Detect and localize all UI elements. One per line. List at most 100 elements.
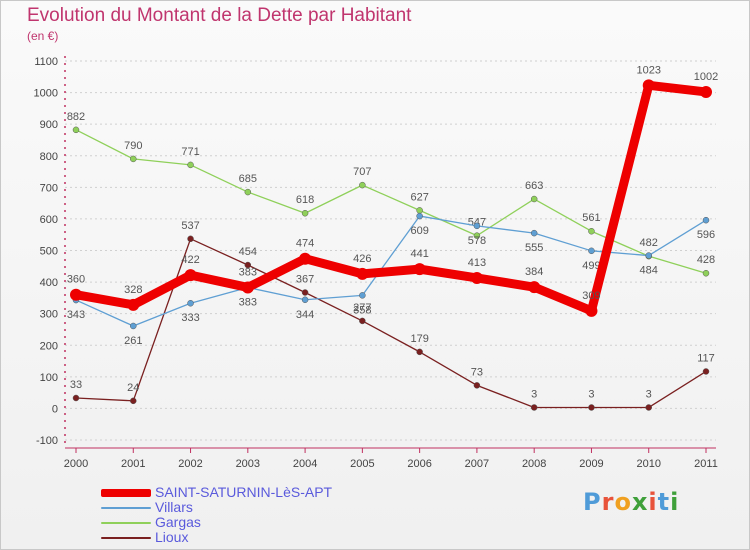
data-point <box>702 269 710 277</box>
data-label: 261 <box>124 335 142 347</box>
data-label: 618 <box>296 194 314 206</box>
y-tick-label: 1100 <box>34 56 58 68</box>
data-point <box>470 271 483 284</box>
legend-swatch <box>101 507 151 509</box>
data-label: 663 <box>525 180 543 192</box>
data-label: 179 <box>410 333 428 345</box>
y-tick-label: 700 <box>40 182 58 194</box>
data-label: 627 <box>410 191 428 203</box>
data-point <box>359 292 366 299</box>
data-point <box>187 161 194 169</box>
data-label: 561 <box>582 212 600 224</box>
data-label: 413 <box>468 257 486 269</box>
data-point <box>187 299 194 307</box>
x-tick-label: 2001 <box>121 458 145 470</box>
data-point <box>588 404 595 411</box>
legend-label: SAINT-SATURNIN-LèS-APT <box>155 484 333 500</box>
data-point <box>359 181 366 189</box>
data-point <box>130 155 137 163</box>
data-point <box>299 252 312 265</box>
legend: SAINT-SATURNIN-LèS-APT Villars Gargas Lioux <box>101 485 421 545</box>
x-tick-label: 2003 <box>236 458 260 470</box>
x-tick-label: 2002 <box>178 458 202 470</box>
legend-item: Lioux <box>101 530 421 545</box>
series-line-saint-saturnin-l-s-apt <box>75 80 707 316</box>
data-label: 24 <box>127 382 139 394</box>
data-label: 384 <box>525 266 543 278</box>
data-point <box>530 229 538 237</box>
data-label: 367 <box>296 274 314 286</box>
data-label: 771 <box>181 146 199 158</box>
data-point <box>70 288 82 301</box>
chart-title: Evolution du Montant de la Dette par Hab… <box>27 5 412 26</box>
data-label: 474 <box>296 238 314 250</box>
y-tick-label: 200 <box>40 340 58 352</box>
data-label: 499 <box>582 260 600 272</box>
data-point <box>530 404 538 411</box>
data-point <box>241 281 254 294</box>
legend-swatch <box>101 522 151 524</box>
y-tick-label: 400 <box>40 277 58 289</box>
data-point <box>72 394 80 402</box>
y-tick-label: 900 <box>40 119 58 131</box>
data-label: 360 <box>67 274 85 286</box>
data-point <box>530 195 538 203</box>
logo-letter: i <box>670 488 680 516</box>
data-label: 422 <box>181 254 199 266</box>
data-label: 333 <box>181 312 199 324</box>
x-tick-label: 2006 <box>407 458 431 470</box>
data-label: 790 <box>124 140 142 152</box>
y-tick-label: 1000 <box>34 88 58 100</box>
x-tick-label: 2007 <box>465 458 489 470</box>
data-point <box>528 281 541 294</box>
legend-item: Villars <box>101 500 421 515</box>
y-tick-label: 0 <box>52 403 58 415</box>
data-label: 73 <box>471 366 483 378</box>
logo-letter: o <box>614 488 632 516</box>
logo-letter: x <box>631 488 649 516</box>
data-point <box>301 289 309 296</box>
data-label: 3 <box>588 388 594 400</box>
data-point <box>72 126 80 134</box>
data-label: 555 <box>525 242 543 254</box>
y-tick-label: 500 <box>40 246 58 258</box>
data-point <box>588 247 595 255</box>
data-label: 117 <box>697 352 715 364</box>
logo-letter: i <box>648 488 658 516</box>
x-tick-label: 2005 <box>350 458 374 470</box>
legend-swatch <box>101 537 151 539</box>
data-label: 277 <box>353 302 371 314</box>
data-label: 3 <box>531 388 537 400</box>
series-line-villars <box>75 215 707 327</box>
data-point <box>301 209 309 217</box>
data-label: 441 <box>410 248 428 260</box>
chart-subtitle: (en €) <box>27 29 59 43</box>
data-label: 33 <box>70 379 82 391</box>
x-tick-label: 2009 <box>579 458 603 470</box>
data-label: 482 <box>640 237 658 249</box>
legend-item: Gargas <box>101 515 421 530</box>
data-label: 537 <box>181 220 199 232</box>
x-tick-label: 2000 <box>64 458 88 470</box>
data-point <box>187 235 194 243</box>
data-label: 309 <box>582 290 600 302</box>
data-point <box>416 207 423 214</box>
data-label: 596 <box>697 229 715 241</box>
data-point <box>700 85 712 98</box>
data-label: 343 <box>67 309 85 321</box>
data-point <box>588 227 595 235</box>
logo-letter: P <box>583 488 602 516</box>
data-point <box>130 322 137 330</box>
data-point <box>130 397 137 405</box>
x-tick-label: 2004 <box>293 458 317 470</box>
series-line-gargas <box>75 129 707 274</box>
data-label: 383 <box>239 296 257 308</box>
data-point <box>645 252 652 259</box>
data-point <box>585 304 598 317</box>
legend-swatch <box>101 489 151 497</box>
data-label: 358 <box>353 304 371 316</box>
proxiti-logo: Proxiti <box>583 488 679 516</box>
y-tick-label: 800 <box>40 151 58 163</box>
data-point <box>473 222 481 230</box>
